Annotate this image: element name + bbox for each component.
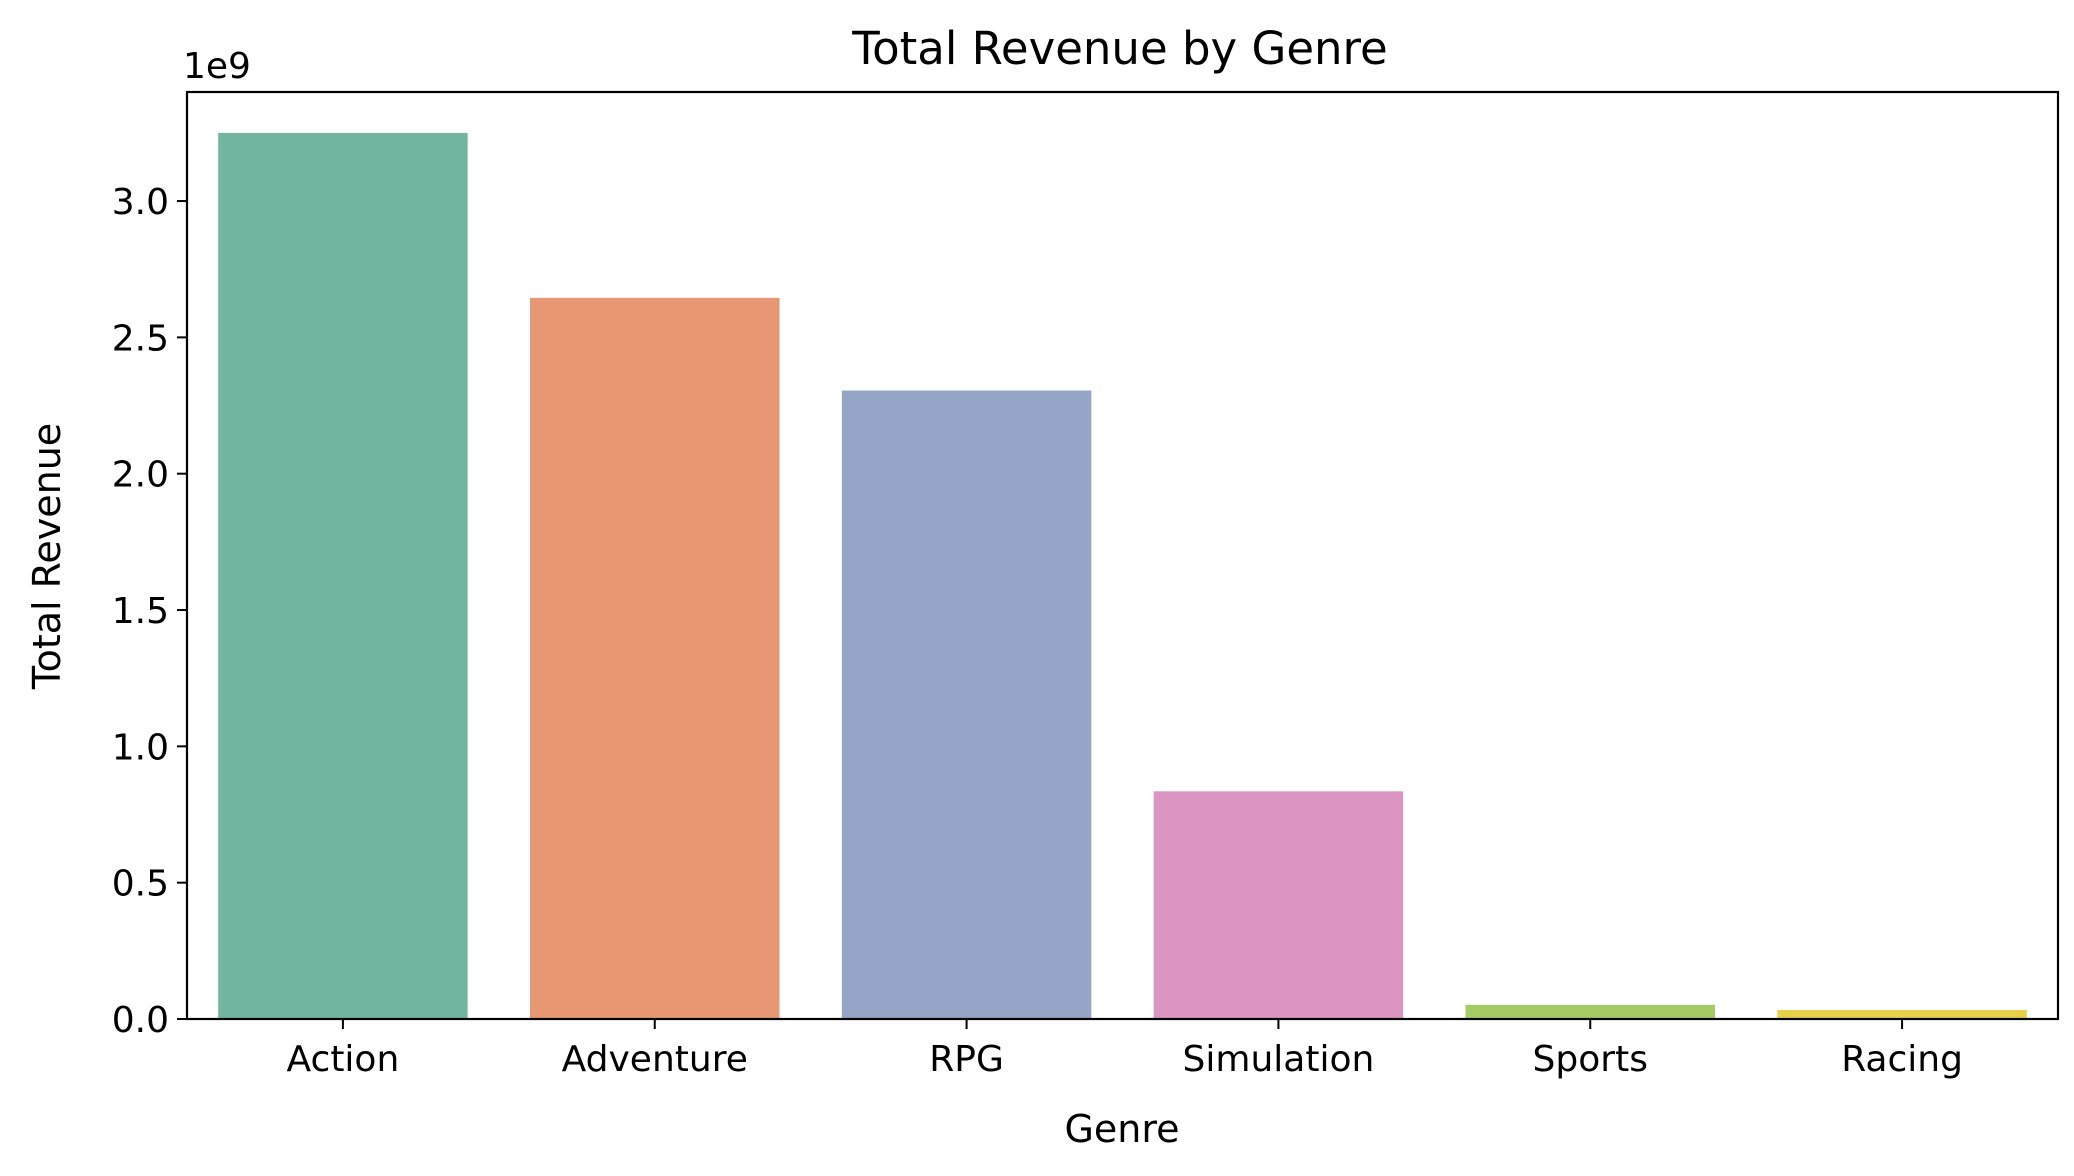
y-tick-label: 2.5 (112, 318, 169, 359)
y-tick-label: 1.0 (112, 727, 169, 768)
y-tick-label: 0.5 (112, 864, 169, 905)
y-offset-label: 1e9 (183, 46, 251, 87)
x-axis-label: Genre (1064, 1107, 1179, 1151)
bar-rpg (841, 390, 1092, 1019)
y-tick-label: 0.0 (112, 1000, 169, 1041)
y-tick-label: 3.0 (112, 182, 169, 223)
bars-group (218, 132, 2027, 1020)
y-ticks-group: 0.0 0.5 1.0 1.5 2.0 2.5 3.0 (112, 182, 187, 1041)
y-tick-label: 2.0 (112, 455, 169, 496)
bar-racing (1777, 1010, 2027, 1019)
x-ticks-group: Action Adventure RPG Simulation Sports Racing (287, 1019, 1963, 1080)
bar-simulation (1153, 791, 1404, 1019)
x-tick-label: Adventure (562, 1039, 748, 1080)
y-tick-label: 1.5 (112, 591, 169, 632)
plot-frame (185, 90, 2060, 1021)
chart-title: Total Revenue by Genre (851, 22, 1387, 75)
x-tick-label: RPG (929, 1039, 1004, 1080)
x-tick-label: Sports (1533, 1039, 1648, 1080)
bar-adventure (530, 297, 780, 1020)
y-axis-label: Total Revenue (25, 423, 69, 690)
bar-sports (1465, 1004, 1715, 1019)
bar-action (218, 132, 468, 1019)
x-tick-label: Racing (1841, 1039, 1963, 1080)
x-tick-label: Action (287, 1039, 400, 1080)
x-tick-label: Simulation (1183, 1039, 1375, 1080)
